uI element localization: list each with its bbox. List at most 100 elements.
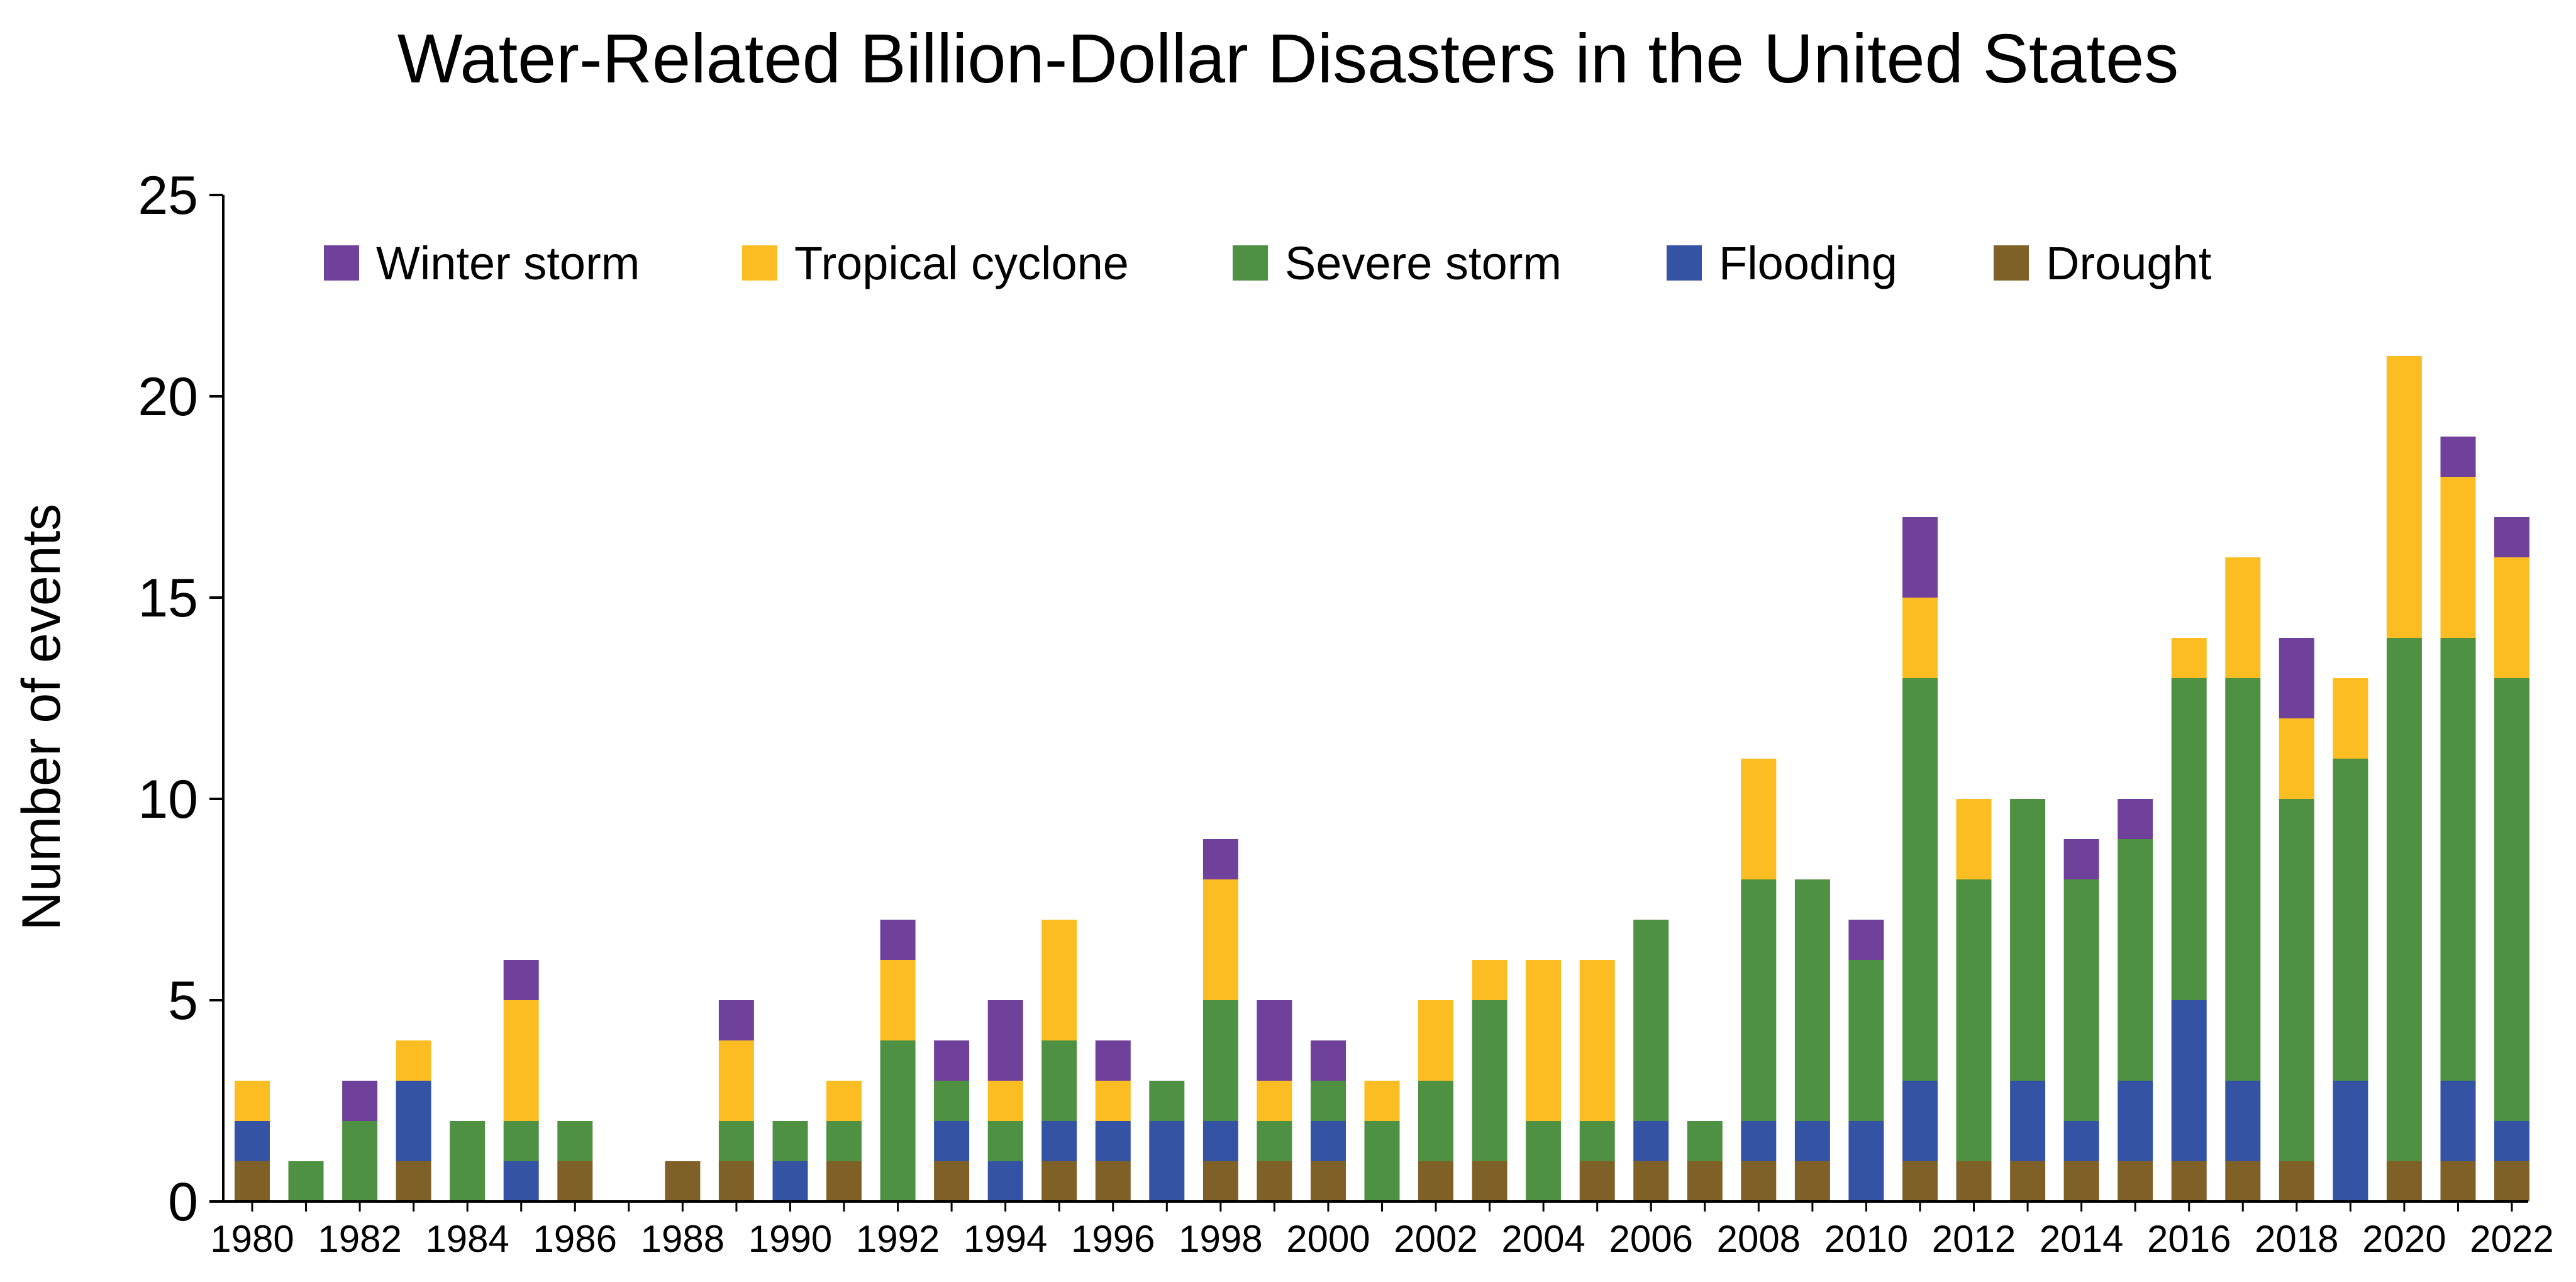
bar-severe-storm-2011: [1902, 678, 1938, 1081]
x-tick-label: 2022: [2470, 1218, 2553, 1260]
bar-flooding-2013: [2010, 1081, 2046, 1161]
bar-flooding-2022: [2494, 1121, 2529, 1161]
bar-severe-storm-2020: [2386, 638, 2422, 1161]
bar-drought-2015: [2118, 1161, 2153, 1201]
bar-drought-2018: [2279, 1161, 2314, 1201]
bar-flooding-2006: [1633, 1121, 1669, 1161]
bar-tropical-cyclone-2019: [2333, 678, 2368, 759]
bar-severe-storm-2022: [2494, 678, 2529, 1121]
bar-winter-storm-1992: [880, 920, 916, 960]
bar-drought-1998: [1202, 1161, 1238, 1201]
bar-drought-1980: [235, 1161, 270, 1201]
x-tick-label: 1992: [856, 1218, 940, 1260]
bar-drought-2016: [2171, 1161, 2207, 1201]
bar-severe-storm-1998: [1202, 1000, 1238, 1121]
bar-tropical-cyclone-1999: [1257, 1081, 1292, 1121]
bars-layer: [235, 356, 2529, 1201]
bar-drought-2000: [1311, 1161, 1346, 1201]
bar-flooding-1997: [1149, 1121, 1185, 1201]
bar-tropical-cyclone-2020: [2386, 356, 2422, 638]
bar-flooding-1985: [503, 1161, 539, 1201]
bar-winter-storm-2011: [1902, 517, 1938, 598]
bar-winter-storm-2014: [2063, 839, 2099, 879]
bar-severe-storm-2016: [2171, 678, 2207, 1000]
bar-severe-storm-2000: [1311, 1081, 1346, 1121]
axes-layer: 0 5 10 15 20 25 1980 1982 1984 1986 1988 1990 1992 19…: [138, 165, 2553, 1260]
bar-winter-storm-1996: [1095, 1040, 1131, 1081]
legend-label-tropical-cyclone: Tropical cyclone: [794, 237, 1129, 289]
bar-severe-storm-1993: [934, 1081, 970, 1121]
y-axis-label: Number of events: [11, 504, 72, 931]
bar-flooding-1996: [1095, 1121, 1131, 1161]
bar-drought-2009: [1794, 1161, 1830, 1201]
bar-severe-storm-2009: [1794, 879, 1830, 1121]
legend-swatch-flooding: [1667, 245, 1702, 281]
bar-flooding-1998: [1202, 1121, 1238, 1161]
legend-label-winter-storm: Winter storm: [376, 237, 640, 289]
bar-tropical-cyclone-1991: [826, 1081, 862, 1121]
x-tick-label: 2006: [1609, 1218, 1692, 1260]
bar-tropical-cyclone-2004: [1526, 960, 1562, 1121]
y-tick-label: 20: [138, 367, 198, 427]
bar-severe-storm-1999: [1257, 1121, 1292, 1161]
bar-drought-1996: [1095, 1161, 1131, 1201]
bar-flooding-2010: [1848, 1121, 1884, 1201]
bar-tropical-cyclone-2021: [2440, 477, 2476, 638]
bar-severe-storm-1989: [718, 1121, 754, 1161]
bar-severe-storm-2001: [1364, 1121, 1400, 1201]
bar-drought-2003: [1472, 1161, 1507, 1201]
bar-severe-storm-1990: [772, 1121, 808, 1161]
bar-winter-storm-1993: [934, 1040, 970, 1081]
bar-drought-1995: [1041, 1161, 1077, 1201]
bar-drought-1989: [718, 1161, 754, 1201]
bar-severe-storm-2006: [1633, 920, 1669, 1121]
bar-severe-storm-2010: [1848, 960, 1884, 1121]
bar-tropical-cyclone-2022: [2494, 557, 2529, 678]
bar-winter-storm-1985: [503, 960, 539, 1000]
bar-severe-storm-2017: [2225, 678, 2261, 1081]
bar-winter-storm-1998: [1202, 839, 1238, 879]
bar-winter-storm-2018: [2279, 638, 2314, 718]
bar-severe-storm-2015: [2118, 839, 2153, 1081]
x-tick-label: 1980: [210, 1218, 294, 1260]
x-tick-label: 2000: [1286, 1218, 1370, 1260]
bar-tropical-cyclone-1998: [1202, 879, 1238, 1000]
bar-severe-storm-1981: [288, 1161, 324, 1201]
legend-swatch-drought: [1994, 245, 2029, 281]
bar-severe-storm-2014: [2063, 879, 2099, 1121]
bar-tropical-cyclone-1995: [1041, 920, 1077, 1040]
y-tick-label: 15: [138, 568, 198, 628]
bar-tropical-cyclone-1989: [718, 1040, 754, 1121]
bar-severe-storm-1986: [557, 1121, 593, 1161]
bar-drought-2021: [2440, 1161, 2476, 1201]
bar-flooding-2000: [1311, 1121, 1346, 1161]
bar-drought-2017: [2225, 1161, 2261, 1201]
bar-flooding-2014: [2063, 1121, 2099, 1161]
bar-winter-storm-1989: [718, 1000, 754, 1040]
bar-severe-storm-1984: [450, 1121, 486, 1201]
bar-tropical-cyclone-1985: [503, 1000, 539, 1121]
chart-title: Water-Related Billion-Dollar Disasters i…: [397, 20, 2179, 98]
bar-tropical-cyclone-1980: [235, 1081, 270, 1121]
bar-tropical-cyclone-1983: [396, 1040, 431, 1081]
bar-flooding-2009: [1794, 1121, 1830, 1161]
bar-severe-storm-2012: [1956, 879, 1992, 1161]
x-tick-label: 2012: [1932, 1218, 2016, 1260]
bar-tropical-cyclone-1994: [987, 1081, 1023, 1121]
bar-drought-1993: [934, 1161, 970, 1201]
bar-severe-storm-2004: [1526, 1121, 1562, 1201]
bar-flooding-1994: [987, 1161, 1023, 1201]
x-tick-label: 2018: [2255, 1218, 2338, 1260]
bar-severe-storm-2013: [2010, 799, 2046, 1081]
bar-winter-storm-2015: [2118, 799, 2153, 839]
bar-tropical-cyclone-2016: [2171, 638, 2207, 678]
bar-flooding-1993: [934, 1121, 970, 1161]
bar-severe-storm-1995: [1041, 1040, 1077, 1121]
y-tick-label: 5: [168, 971, 198, 1031]
bar-drought-2002: [1418, 1161, 1453, 1201]
bar-tropical-cyclone-2005: [1579, 960, 1615, 1121]
bar-drought-2014: [2063, 1161, 2099, 1201]
legend-swatch-severe-storm: [1233, 245, 1268, 281]
bar-tropical-cyclone-2008: [1741, 759, 1777, 879]
